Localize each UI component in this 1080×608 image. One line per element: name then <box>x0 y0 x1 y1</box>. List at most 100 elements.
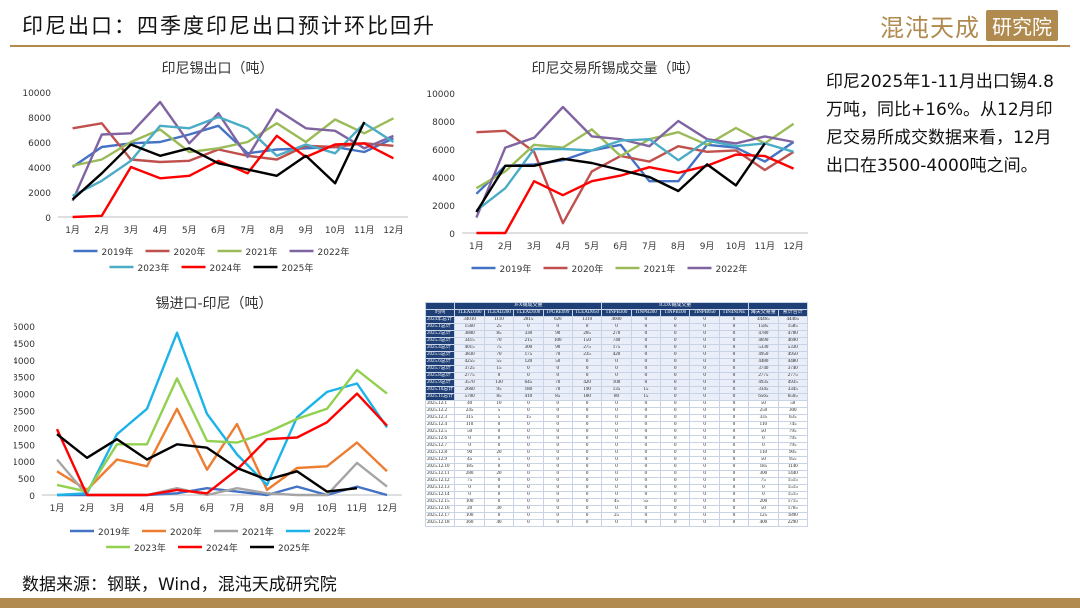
table-cell: 0 <box>513 449 544 457</box>
table-cell: 4600 <box>601 316 632 324</box>
x-tick-label: 9月 <box>290 503 305 514</box>
table-cell: 3345 <box>777 386 808 394</box>
chart-indonesia-exchange-volume: 印尼交易所锡成交量（吨） 0 2000 4000 6000 8000 10000 1月 2月 3月… <box>418 55 813 280</box>
table-cell: 2775 <box>454 372 485 380</box>
table-cell: 360 <box>454 519 485 527</box>
table-cell: 100 <box>601 379 632 387</box>
table-cell: 0 <box>718 470 750 478</box>
table-cell: 0 <box>689 393 720 401</box>
table-cell: 180 <box>513 386 544 394</box>
table-cell: 0 <box>659 323 691 331</box>
table-cell: 620 <box>542 316 573 324</box>
table-cell: 0 <box>659 449 691 457</box>
table-cell: 0 <box>571 470 603 478</box>
legend-label: 2020年 <box>572 263 604 275</box>
table-cell: 0 <box>571 477 603 485</box>
table-cell: 215 <box>513 337 544 345</box>
x-tick-label: 11月 <box>354 225 374 236</box>
table-cell: 0 <box>630 351 662 359</box>
header-divider <box>10 45 1070 47</box>
table-cell: 0 <box>718 442 750 450</box>
chart-svg: 锡进口-印尼（吨） 0 500 1000 1500 2000 2500 3000 3500 400… <box>14 296 402 554</box>
table-cell: 0 <box>659 316 691 324</box>
series-line-2021年 <box>475 122 795 190</box>
table-cell: 0 <box>513 372 544 380</box>
table-cell: 0 <box>483 512 515 520</box>
table-cell: 6565 <box>748 393 779 401</box>
table-column-header: TIN4NINE <box>718 309 750 317</box>
table-cell: 5700 <box>454 393 485 401</box>
legend-label: 2024年 <box>210 262 242 274</box>
table-cell: 0 <box>718 323 750 331</box>
table-cell: 0 <box>571 435 603 443</box>
table-cell: 0 <box>718 365 750 373</box>
table-cell: 0 <box>718 330 750 338</box>
table-cell: 15 <box>630 393 662 401</box>
table-cell: 4950 <box>748 351 779 359</box>
table-cell: 3415 <box>454 337 485 345</box>
y-tick-label: 10000 <box>426 90 455 100</box>
table-cell: 0 <box>718 505 750 513</box>
y-tick-label: 3000 <box>14 391 35 401</box>
table-cell: 190 <box>571 386 603 394</box>
table-cell: 2290 <box>777 519 808 527</box>
table-cell: 0 <box>689 456 720 464</box>
legend-label: 2024年 <box>608 279 640 280</box>
table-cell: 20 <box>483 470 515 478</box>
table-row: 2025.12.12 75 0 0 0 0 0 0 0 0 0 75 1515 <box>425 477 808 485</box>
table-cell: 0 <box>601 400 632 408</box>
table-group-jfx: JFX锡成交量 <box>454 302 603 310</box>
table-row: 2025.8总计 2775 0 0 0 0 0 0 0 0 0 2775 2775 <box>425 372 808 380</box>
table-cell: 120 <box>513 358 544 366</box>
table-cell: 0 <box>601 372 632 380</box>
table-cell: 50 <box>748 400 779 408</box>
table-column-header: TINPB200 <box>630 309 662 317</box>
x-tick-label: 3月 <box>527 241 542 252</box>
table-cell: 0 <box>659 477 691 485</box>
table-cell: 75 <box>454 477 485 485</box>
table-cell: 0 <box>630 470 662 478</box>
table-row: 2025.12.13 0 0 0 0 0 0 0 0 0 0 0 1515 <box>425 484 808 492</box>
table-cell: 0 <box>513 512 544 520</box>
table-cell: 335 <box>748 414 779 422</box>
table-cell: 2025.12.2 <box>425 407 456 415</box>
table-cell: 0 <box>571 407 603 415</box>
table-cell: 1560 <box>454 323 485 331</box>
table-cell: 0 <box>689 442 720 450</box>
table-column-header: 累计合计 <box>777 309 808 317</box>
table-cell: 0 <box>630 316 662 324</box>
table-cell: 0 <box>513 477 544 485</box>
table-cell: 2025.11总计 <box>425 393 456 401</box>
x-tick-label: 12月 <box>377 503 397 514</box>
table-cell: 0 <box>571 456 603 464</box>
table-cell: 0 <box>630 477 662 485</box>
table-cell: 205 <box>571 330 603 338</box>
table-cell: 0 <box>513 400 544 408</box>
exchange-volume-table: JFX锡成交量 ICDX锡成交量 时间 TLEAD300 TLEAD200 TLEAD… <box>425 302 808 549</box>
table-cell: 100 <box>454 498 485 506</box>
table-cell: 0 <box>571 372 603 380</box>
table-cell: 0 <box>454 491 485 499</box>
x-tick-label: 7月 <box>642 241 657 252</box>
table-cell: 0 <box>718 316 750 324</box>
table-cell: 0 <box>659 484 691 492</box>
series-line-2022年 <box>56 331 388 497</box>
table-cell: 25 <box>601 512 632 520</box>
table-cell: 25 <box>483 323 515 331</box>
table-cell: 0 <box>689 435 720 443</box>
y-tick-label: 3500 <box>14 374 35 384</box>
x-tick-label: 8月 <box>269 225 284 236</box>
table-cell: 0 <box>659 512 691 520</box>
table-cell: 0 <box>659 351 691 359</box>
table-row: 2025.1总计 1560 25 0 0 0 0 0 0 0 0 1585 1585 <box>425 323 808 331</box>
table-cell: 0 <box>630 379 662 387</box>
table-cell: 0 <box>689 379 720 387</box>
table-cell: 0 <box>689 365 720 373</box>
table-cell: 0 <box>659 358 691 366</box>
table-cell: 1440 <box>777 470 808 478</box>
table-cell: 44465 <box>748 316 779 324</box>
x-tick-label: 5月 <box>584 241 599 252</box>
table-cell: 0 <box>630 428 662 436</box>
table-cell: 2025.7总计 <box>425 365 456 373</box>
table-cell: 0 <box>542 421 573 429</box>
